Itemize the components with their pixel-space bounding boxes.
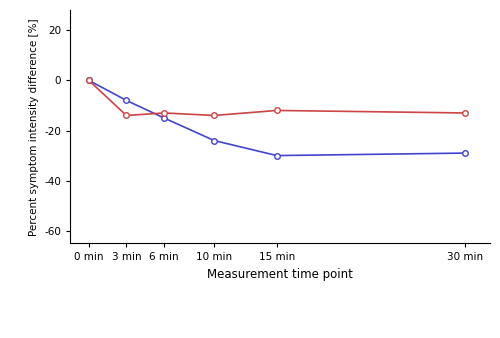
Y-axis label: Percent symptom intensity difference [%]: Percent symptom intensity difference [%] (28, 18, 38, 236)
X-axis label: Measurement time point: Measurement time point (207, 268, 353, 281)
